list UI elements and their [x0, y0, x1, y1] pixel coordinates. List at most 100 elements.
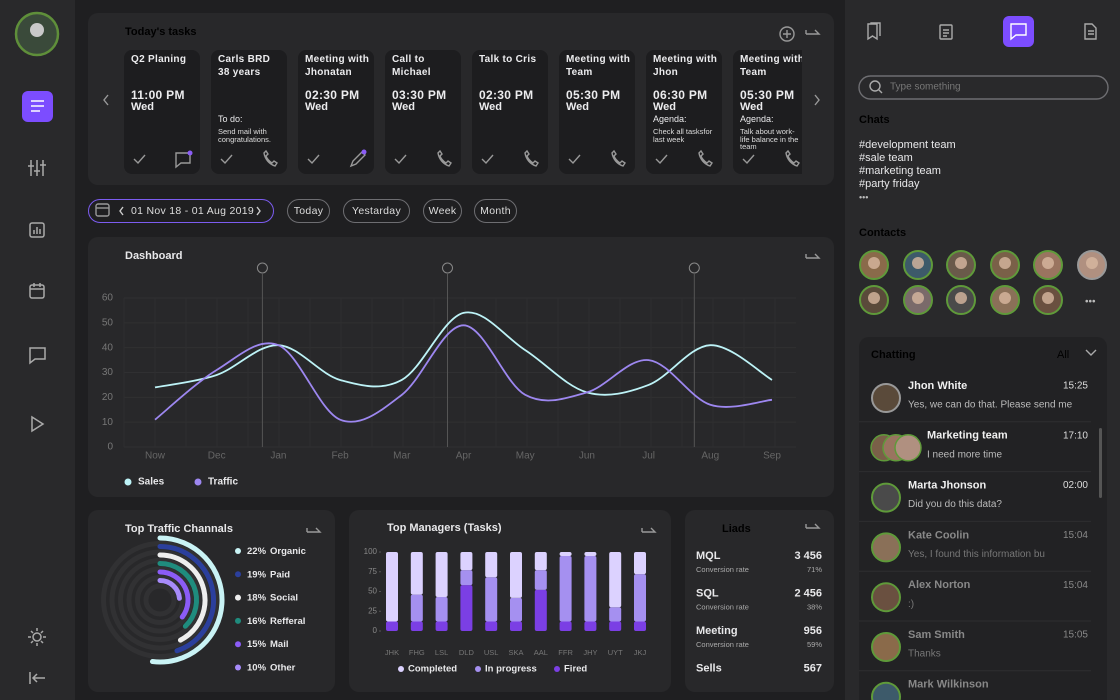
- clipboard-lines: [943, 29, 949, 37]
- clipboard-icon[interactable]: [939, 24, 953, 40]
- contact-face: [1086, 257, 1098, 269]
- task-check[interactable]: [307, 154, 320, 165]
- chat-icon[interactable]: [29, 347, 46, 365]
- task-card[interactable]: Meeting with Team 05:30 PM Wed: [559, 50, 635, 174]
- task-action[interactable]: [349, 149, 367, 168]
- contacts-more[interactable]: •••: [1085, 297, 1096, 308]
- task-card[interactable]: Carls BRD 38 years To do: Send mail with c…: [211, 50, 287, 174]
- task-action[interactable]: [698, 149, 713, 167]
- bookmarks-icon[interactable]: [867, 22, 881, 41]
- message-name[interactable]: Mark Wilkinson: [908, 679, 989, 691]
- task-card[interactable]: Talk to Cris 02:30 PM Wed: [472, 50, 548, 174]
- bar-segment: [634, 552, 646, 575]
- mixer-icon[interactable]: [28, 160, 46, 176]
- task-check[interactable]: [655, 154, 668, 165]
- task-card[interactable]: Call to Michael 03:30 PM Wed: [385, 50, 461, 174]
- task-check[interactable]: [133, 154, 146, 165]
- filter-button[interactable]: Today: [287, 199, 330, 223]
- chat-channel[interactable]: #party friday: [859, 178, 920, 190]
- chat-channel[interactable]: #development team: [859, 139, 956, 151]
- date-range[interactable]: 01 Nov 18 - 01 Aug 2019: [88, 199, 274, 223]
- prev-arrow[interactable]: [103, 94, 109, 106]
- task-check[interactable]: [742, 154, 755, 165]
- message-name[interactable]: Marketing team: [927, 430, 1008, 442]
- chat-tab-active[interactable]: [1003, 16, 1034, 47]
- filter-button[interactable]: Yestarday: [343, 199, 410, 223]
- marker-icon[interactable]: [256, 262, 268, 274]
- stats-icon[interactable]: [29, 222, 45, 238]
- message-name[interactable]: Marta Jhonson: [908, 480, 987, 492]
- task-action[interactable]: [524, 149, 539, 167]
- message-name[interactable]: Jhon White: [908, 380, 967, 392]
- bar-segment: [609, 607, 622, 622]
- calendar-icon[interactable]: [29, 284, 45, 299]
- x-tick-label: Feb: [331, 451, 349, 462]
- task-icons: [481, 149, 539, 167]
- radial-bar: [149, 535, 225, 665]
- task-action[interactable]: [611, 149, 626, 167]
- message-name[interactable]: Kate Coolin: [908, 529, 969, 541]
- play-icon[interactable]: [31, 415, 45, 433]
- lead-value: 3 456: [794, 550, 822, 562]
- task-check[interactable]: [394, 154, 407, 165]
- search-box[interactable]: [858, 75, 1109, 100]
- lead-rate: 38%: [807, 602, 822, 611]
- traffic-open[interactable]: [306, 527, 322, 533]
- task-action[interactable]: [263, 149, 278, 167]
- legend-value: 18%: [247, 592, 267, 603]
- legend-label: Completed: [408, 664, 457, 675]
- chat-tab-icon: [1010, 23, 1027, 41]
- chatting-filter[interactable]: All: [1057, 349, 1069, 361]
- date-arrows[interactable]: [119, 206, 261, 216]
- managers-open[interactable]: [641, 527, 657, 533]
- task-check[interactable]: [481, 154, 494, 165]
- task-card[interactable]: Meeting with Jhon 06:30 PM Wed Agenda: Check…: [646, 50, 722, 174]
- legend-swatch: [235, 641, 241, 648]
- task-check[interactable]: [568, 154, 581, 165]
- lead-sub: Conversion rate: [696, 602, 749, 611]
- task-action[interactable]: [437, 149, 452, 167]
- leads-open[interactable]: [805, 523, 821, 529]
- open-arrow[interactable]: [805, 29, 821, 35]
- lead-rate: 71%: [807, 565, 822, 574]
- marker-icon[interactable]: [442, 262, 453, 274]
- legend-swatch: [235, 571, 241, 578]
- y-tick-label: 75: [368, 567, 377, 576]
- filter-caret[interactable]: [1085, 349, 1097, 356]
- message-avatar: [871, 582, 901, 613]
- filter-button[interactable]: Month: [474, 199, 517, 223]
- task-action[interactable]: [175, 150, 193, 169]
- marker-icon[interactable]: [688, 262, 700, 274]
- task-action[interactable]: [785, 149, 800, 167]
- task-card[interactable]: Q2 Planing 11:00 PM Wed: [124, 50, 200, 174]
- task-card[interactable]: Meeting with Jhonatan 02:30 PM Wed: [298, 50, 374, 174]
- task-card[interactable]: Meeting with Team 05:30 PM Wed Agenda: Talk …: [733, 50, 802, 174]
- task-day: Wed: [653, 101, 677, 113]
- next-arrow[interactable]: [814, 94, 820, 106]
- chat-channel[interactable]: #marketing team: [859, 165, 941, 177]
- add-task[interactable]: [779, 26, 795, 42]
- task-time: 06:30 PM: [653, 88, 708, 102]
- task-time: 11:00 PM: [131, 88, 185, 102]
- task-check[interactable]: [220, 154, 233, 165]
- document-icon[interactable]: [1084, 23, 1097, 40]
- filter-button[interactable]: Week: [423, 199, 462, 223]
- chart-title: Top Managers (Tasks): [387, 522, 502, 534]
- add-plus: [783, 30, 791, 38]
- message-name[interactable]: Sam Smith: [908, 629, 965, 641]
- theme-icon[interactable]: [32, 632, 42, 642]
- legend-label: Sales: [138, 477, 165, 488]
- task-day: Wed: [305, 101, 329, 113]
- chats-more[interactable]: •••: [859, 192, 868, 202]
- legend-swatch: [194, 478, 202, 486]
- collapse-icon[interactable]: [29, 672, 45, 684]
- radial-bar: [157, 578, 182, 601]
- ring-track: [118, 558, 202, 642]
- chat-channel[interactable]: #sale team: [859, 152, 913, 164]
- dashboard-open[interactable]: [805, 253, 821, 259]
- legend-swatch: [235, 617, 241, 624]
- search-placeholder: Type something: [890, 82, 961, 93]
- message-name[interactable]: Alex Norton: [908, 579, 971, 591]
- legend-swatch: [124, 478, 132, 486]
- task-title: Meeting with Jhon: [653, 54, 718, 78]
